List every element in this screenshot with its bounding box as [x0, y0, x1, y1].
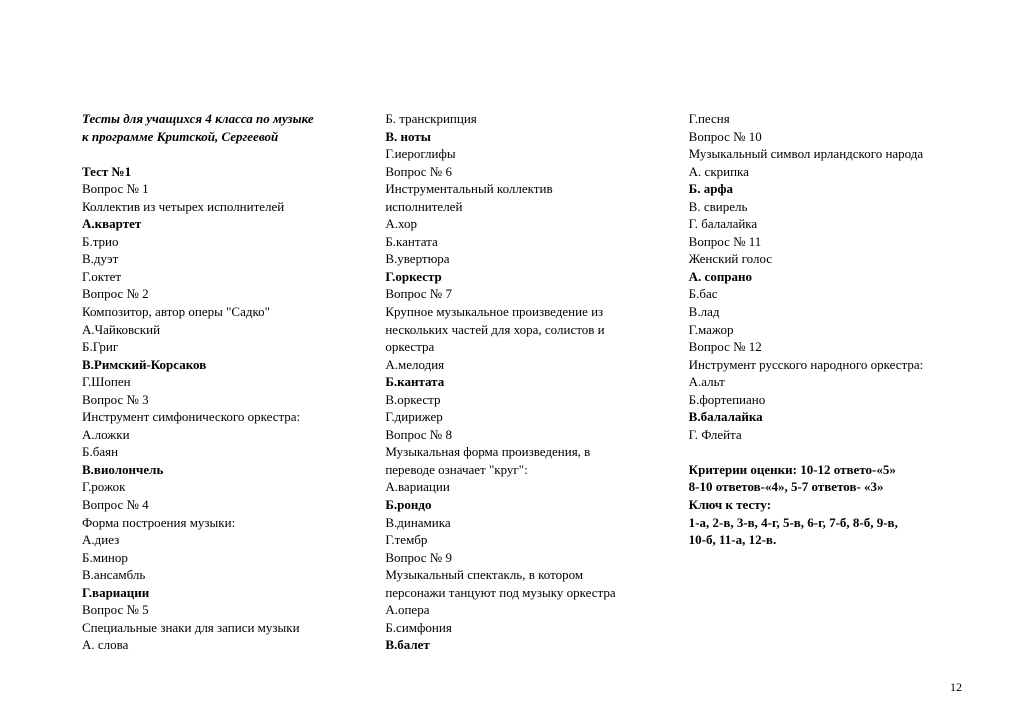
- text-line: А.диез: [82, 531, 357, 549]
- text-line: Музыкальный спектакль, в котором: [385, 566, 660, 584]
- text-line: Вопрос № 11: [689, 233, 964, 251]
- text-line: Г.вариации: [82, 584, 357, 602]
- text-line: Б. арфа: [689, 180, 964, 198]
- text-line: А. слова: [82, 636, 357, 654]
- text-line: В.лад: [689, 303, 964, 321]
- text-line: А.Чайковский: [82, 321, 357, 339]
- text-line: В.виолончель: [82, 461, 357, 479]
- text-line: Композитор, автор оперы "Садко": [82, 303, 357, 321]
- text-line: Тест №1: [82, 163, 357, 181]
- text-line: Инструмент русского народного оркестра:: [689, 356, 964, 374]
- text-line: А.ложки: [82, 426, 357, 444]
- text-line: Г.рожок: [82, 478, 357, 496]
- text-line: Вопрос № 12: [689, 338, 964, 356]
- text-line: А.мелодия: [385, 356, 660, 374]
- text-line: Крупное музыкальное произведение из: [385, 303, 660, 321]
- text-line: Инструментальный коллектив: [385, 180, 660, 198]
- text-line: Б.кантата: [385, 373, 660, 391]
- text-line: Критерии оценки: 10-12 ответо-«5»: [689, 461, 964, 479]
- text-line: Специальные знаки для записи музыки: [82, 619, 357, 637]
- text-line: Вопрос № 5: [82, 601, 357, 619]
- text-line: Г. балалайка: [689, 215, 964, 233]
- text-line: В. ноты: [385, 128, 660, 146]
- text-line: [689, 443, 964, 461]
- text-line: Музыкальная форма произведения, в: [385, 443, 660, 461]
- text-line: В.балалайка: [689, 408, 964, 426]
- text-line: Г.октет: [82, 268, 357, 286]
- text-line: Музыкальный символ ирландского народа: [689, 145, 964, 163]
- text-line: А. сопрано: [689, 268, 964, 286]
- text-line: Б. транскрипция: [385, 110, 660, 128]
- text-line: 8-10 ответов-«4», 5-7 ответов- «3»: [689, 478, 964, 496]
- text-line: А.альт: [689, 373, 964, 391]
- text-line: Вопрос № 2: [82, 285, 357, 303]
- text-line: Вопрос № 9: [385, 549, 660, 567]
- text-line: Г.Шопен: [82, 373, 357, 391]
- text-line: В.дуэт: [82, 250, 357, 268]
- text-line: нескольких частей для хора, солистов и: [385, 321, 660, 339]
- text-line: Б.Григ: [82, 338, 357, 356]
- text-line: А.опера: [385, 601, 660, 619]
- text-line: Г.мажор: [689, 321, 964, 339]
- text-line: Б.минор: [82, 549, 357, 567]
- text-line: Вопрос № 6: [385, 163, 660, 181]
- text-line: В.динамика: [385, 514, 660, 532]
- text-line: Г.оркестр: [385, 268, 660, 286]
- text-line: переводе означает "круг":: [385, 461, 660, 479]
- text-line: Б.кантата: [385, 233, 660, 251]
- text-line: Вопрос № 8: [385, 426, 660, 444]
- text-line: исполнителей: [385, 198, 660, 216]
- text-line: 10-б, 11-а, 12-в.: [689, 531, 964, 549]
- text-line: к программе Критской, Сергеевой: [82, 128, 357, 146]
- text-line: Г. Флейта: [689, 426, 964, 444]
- text-line: В.увертюра: [385, 250, 660, 268]
- text-line: В. свирель: [689, 198, 964, 216]
- text-line: А.квартет: [82, 215, 357, 233]
- text-line: А. скрипка: [689, 163, 964, 181]
- text-line: Б.трио: [82, 233, 357, 251]
- text-line: В.Римский-Корсаков: [82, 356, 357, 374]
- text-line: Женский голос: [689, 250, 964, 268]
- text-line: Вопрос № 4: [82, 496, 357, 514]
- text-line: В.ансамбль: [82, 566, 357, 584]
- text-line: персонажи танцуют под музыку оркестра: [385, 584, 660, 602]
- text-line: А.вариации: [385, 478, 660, 496]
- text-line: А.хор: [385, 215, 660, 233]
- text-line: Г.дирижер: [385, 408, 660, 426]
- text-line: Б.симфония: [385, 619, 660, 637]
- text-line: Б.баян: [82, 443, 357, 461]
- text-line: Г.тембр: [385, 531, 660, 549]
- text-line: Б.бас: [689, 285, 964, 303]
- text-line: Б.рондо: [385, 496, 660, 514]
- text-line: Вопрос № 7: [385, 285, 660, 303]
- text-line: 1-а, 2-в, 3-в, 4-г, 5-в, 6-г, 7-б, 8-б, …: [689, 514, 964, 532]
- text-line: Б.фортепиано: [689, 391, 964, 409]
- text-line: В.балет: [385, 636, 660, 654]
- text-line: [82, 145, 357, 163]
- text-line: Инструмент симфонического оркестра:: [82, 408, 357, 426]
- document-body: Тесты для учащихся 4 класса по музыкек п…: [0, 0, 1024, 695]
- text-line: Г.иероглифы: [385, 145, 660, 163]
- text-line: Вопрос № 1: [82, 180, 357, 198]
- page-number: 12: [950, 679, 962, 695]
- text-line: Коллектив из четырех исполнителей: [82, 198, 357, 216]
- text-line: В.оркестр: [385, 391, 660, 409]
- text-line: Форма построения музыки:: [82, 514, 357, 532]
- text-line: Вопрос № 3: [82, 391, 357, 409]
- text-line: оркестра: [385, 338, 660, 356]
- text-line: Ключ к тесту:: [689, 496, 964, 514]
- text-line: Вопрос № 10: [689, 128, 964, 146]
- text-line: Г.песня: [689, 110, 964, 128]
- text-line: Тесты для учащихся 4 класса по музыке: [82, 110, 357, 128]
